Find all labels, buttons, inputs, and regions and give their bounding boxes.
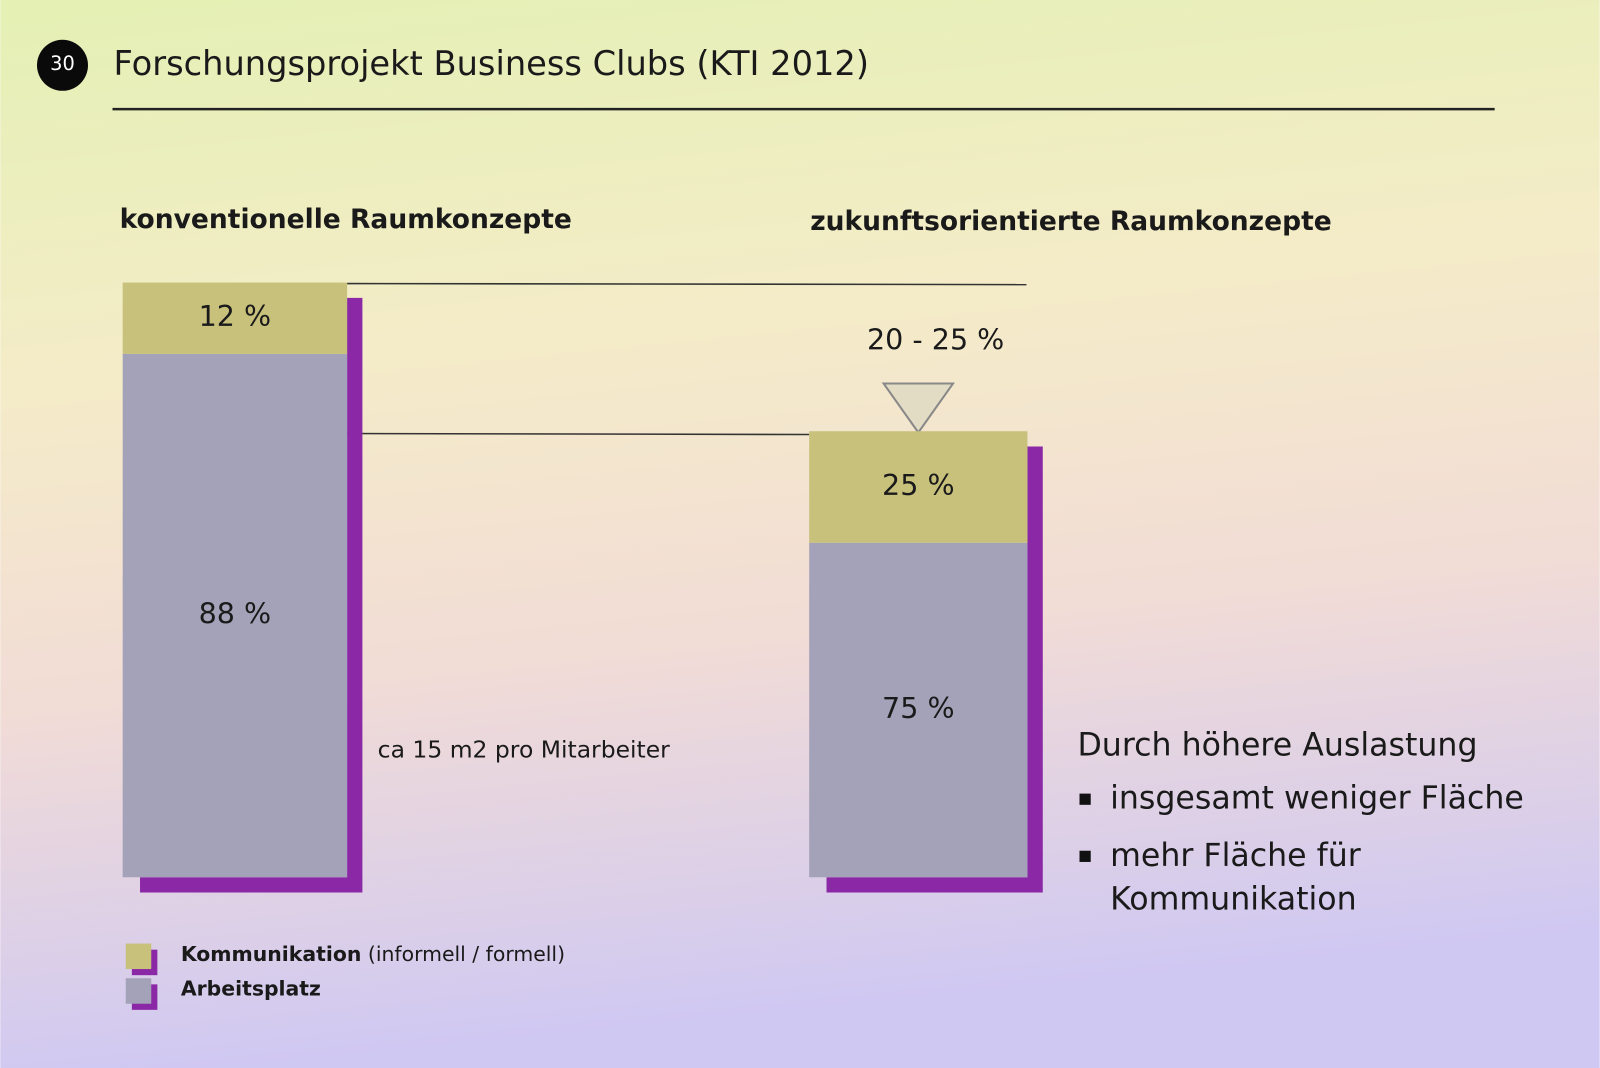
- legend-name: Arbeitsplatz: [181, 976, 321, 1000]
- bullet-text: mehr Fläche für: [1110, 838, 1361, 874]
- bullet: [1079, 850, 1091, 862]
- category-label: konventionelle Raumkonzepte: [120, 204, 572, 235]
- bullet-text: Kommunikation: [1110, 882, 1357, 918]
- value-label: 25 %: [882, 468, 955, 502]
- bar-segment: [809, 431, 1028, 543]
- value-label: 12 %: [199, 299, 272, 333]
- legend-note: (informell / formell): [368, 942, 565, 966]
- legend-label: Arbeitsplatz: [181, 976, 321, 1000]
- slide-number-badge: [36, 39, 88, 91]
- bar-segment: [122, 353, 348, 878]
- bullet: [1079, 793, 1091, 805]
- area-note: ca 15 m2 pro Mitarbeiter: [378, 735, 670, 763]
- value-label: 88 %: [199, 597, 272, 631]
- side-heading: Durch höhere Auslastung: [1077, 728, 1477, 764]
- slide-title: Forschungsprojekt Business Clubs (KTI 20…: [114, 44, 869, 83]
- bullet-text: insgesamt weniger Fläche: [1110, 781, 1524, 817]
- guide-line: [347, 432, 810, 436]
- legend-swatch: [125, 978, 152, 1004]
- legend-label: Kommunikation (informell / formell): [181, 942, 565, 966]
- value-label: 75 %: [882, 691, 955, 725]
- category-label: zukunftsorientierte Raumkonzepte: [810, 206, 1332, 237]
- legend-name: Kommunikation: [181, 942, 362, 966]
- guide-line: [347, 282, 1027, 286]
- slide-number: 30: [50, 52, 75, 75]
- reduction-arrow: [881, 382, 955, 435]
- reduction-label: 20 - 25 %: [867, 323, 1004, 357]
- bar-segment: [122, 282, 348, 354]
- legend-swatch: [125, 943, 152, 970]
- bar-segment: [809, 542, 1028, 878]
